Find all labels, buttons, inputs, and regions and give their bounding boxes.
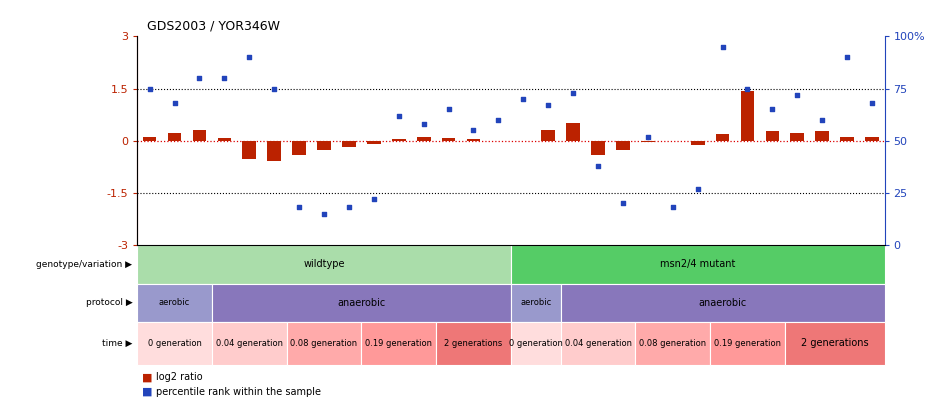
Point bbox=[491, 117, 506, 123]
Bar bbox=[616, 141, 630, 151]
Text: aerobic: aerobic bbox=[520, 298, 552, 307]
Text: 0.08 generation: 0.08 generation bbox=[290, 339, 358, 348]
Point bbox=[740, 85, 755, 92]
Bar bbox=[840, 136, 854, 141]
Text: 0.04 generation: 0.04 generation bbox=[216, 339, 283, 348]
Bar bbox=[361, 322, 436, 364]
Point bbox=[267, 85, 282, 92]
Text: log2 ratio: log2 ratio bbox=[156, 372, 202, 382]
Text: 0 generation: 0 generation bbox=[148, 339, 201, 348]
Point bbox=[691, 185, 706, 192]
Bar bbox=[567, 123, 580, 141]
Bar bbox=[342, 141, 356, 147]
Text: aerobic: aerobic bbox=[159, 298, 190, 307]
Point bbox=[392, 113, 407, 119]
Text: anaerobic: anaerobic bbox=[698, 298, 746, 308]
Point bbox=[142, 85, 157, 92]
Text: ■: ■ bbox=[142, 372, 152, 382]
Text: 2 generations: 2 generations bbox=[445, 339, 502, 348]
Text: ■: ■ bbox=[142, 387, 152, 397]
Point bbox=[192, 75, 207, 81]
Bar bbox=[866, 136, 879, 141]
Bar bbox=[791, 133, 804, 141]
Point bbox=[242, 54, 257, 61]
Point bbox=[790, 92, 805, 98]
Point bbox=[665, 204, 680, 211]
Point bbox=[640, 133, 656, 140]
Bar bbox=[511, 245, 885, 284]
Point bbox=[342, 204, 357, 211]
Point bbox=[516, 96, 531, 102]
Bar bbox=[143, 136, 156, 141]
Text: 0.08 generation: 0.08 generation bbox=[639, 339, 707, 348]
Bar bbox=[541, 130, 555, 141]
Point bbox=[166, 100, 182, 107]
Bar bbox=[785, 322, 885, 364]
Bar bbox=[716, 134, 729, 141]
Point bbox=[291, 204, 307, 211]
Text: GDS2003 / YOR346W: GDS2003 / YOR346W bbox=[147, 19, 280, 32]
Text: msn2/4 mutant: msn2/4 mutant bbox=[660, 259, 735, 269]
Bar bbox=[436, 322, 511, 364]
Text: protocol ▶: protocol ▶ bbox=[86, 298, 132, 307]
Bar bbox=[292, 141, 306, 156]
Bar bbox=[561, 284, 885, 322]
Bar bbox=[137, 284, 212, 322]
Bar bbox=[392, 139, 406, 141]
Bar bbox=[317, 141, 331, 151]
Bar bbox=[691, 141, 705, 145]
Text: time ▶: time ▶ bbox=[102, 339, 132, 348]
Bar bbox=[137, 322, 212, 364]
Point bbox=[616, 200, 631, 207]
Bar bbox=[741, 92, 754, 141]
Point bbox=[541, 102, 556, 109]
Point bbox=[815, 117, 830, 123]
Bar bbox=[636, 322, 710, 364]
Point bbox=[715, 44, 730, 50]
Text: 0 generation: 0 generation bbox=[509, 339, 563, 348]
Text: anaerobic: anaerobic bbox=[337, 298, 386, 308]
Bar bbox=[641, 141, 655, 142]
Bar bbox=[466, 139, 481, 141]
Bar bbox=[167, 133, 182, 141]
Text: 0.04 generation: 0.04 generation bbox=[565, 339, 632, 348]
Text: percentile rank within the sample: percentile rank within the sample bbox=[156, 387, 321, 397]
Point bbox=[465, 127, 481, 134]
Bar bbox=[193, 130, 206, 141]
Point bbox=[441, 106, 456, 113]
Bar bbox=[561, 322, 636, 364]
Bar bbox=[591, 141, 604, 156]
Bar bbox=[212, 284, 511, 322]
Point bbox=[840, 54, 855, 61]
Bar bbox=[815, 131, 829, 141]
Point bbox=[316, 211, 332, 217]
Bar bbox=[287, 322, 361, 364]
Bar bbox=[511, 284, 561, 322]
Bar bbox=[417, 136, 430, 141]
Text: 2 generations: 2 generations bbox=[801, 338, 868, 348]
Text: genotype/variation ▶: genotype/variation ▶ bbox=[37, 260, 132, 269]
Bar bbox=[212, 322, 287, 364]
Point bbox=[764, 106, 780, 113]
Bar bbox=[511, 322, 561, 364]
Text: wildtype: wildtype bbox=[304, 259, 344, 269]
Bar bbox=[442, 138, 455, 141]
Point bbox=[366, 196, 381, 202]
Text: 0.19 generation: 0.19 generation bbox=[365, 339, 432, 348]
Point bbox=[566, 90, 581, 96]
Bar bbox=[137, 245, 511, 284]
Bar bbox=[242, 141, 256, 159]
Bar bbox=[218, 138, 231, 141]
Point bbox=[217, 75, 232, 81]
Point bbox=[590, 162, 605, 169]
Point bbox=[416, 121, 431, 127]
Bar bbox=[710, 322, 785, 364]
Bar bbox=[765, 131, 780, 141]
Text: 0.19 generation: 0.19 generation bbox=[714, 339, 781, 348]
Point bbox=[865, 100, 880, 107]
Bar bbox=[268, 141, 281, 161]
Bar bbox=[367, 141, 380, 143]
